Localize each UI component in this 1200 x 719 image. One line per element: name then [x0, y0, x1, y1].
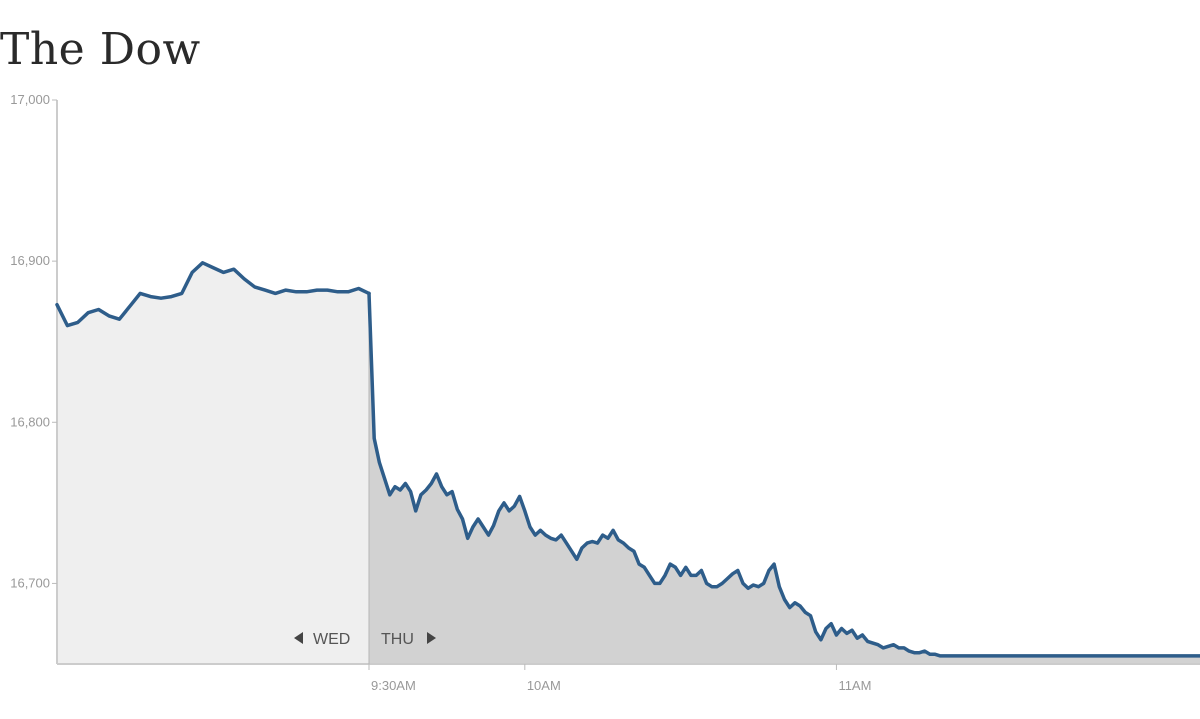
- x-tick-label: 9:30AM: [371, 678, 416, 693]
- next-day-arrow-icon: [427, 632, 436, 644]
- thu-area: [369, 293, 1200, 664]
- axes: [52, 99, 1200, 670]
- prev-day-arrow-icon: [294, 632, 303, 644]
- wed-line: [55, 261, 371, 328]
- area-layer: [57, 262, 1200, 664]
- line-layer: [55, 261, 1200, 658]
- x-tick-label: 11AM: [838, 678, 871, 693]
- y-tick-label: 16,700: [10, 575, 50, 590]
- current-day-label: THU: [381, 631, 414, 648]
- y-tick-label: 16,900: [10, 253, 50, 268]
- y-tick-label: 16,800: [10, 414, 50, 429]
- chart-title: The Dow: [0, 24, 201, 75]
- prev-day-label: WED: [313, 631, 350, 648]
- label-layer: 17,000 16,900 16,800 16,700 9:30AM 10AM 11AM WE…: [10, 92, 871, 693]
- y-tick-label: 17,000: [10, 92, 50, 107]
- x-tick-label: 10AM: [527, 678, 561, 693]
- wed-area: [57, 262, 369, 664]
- thu-line: [367, 291, 1200, 658]
